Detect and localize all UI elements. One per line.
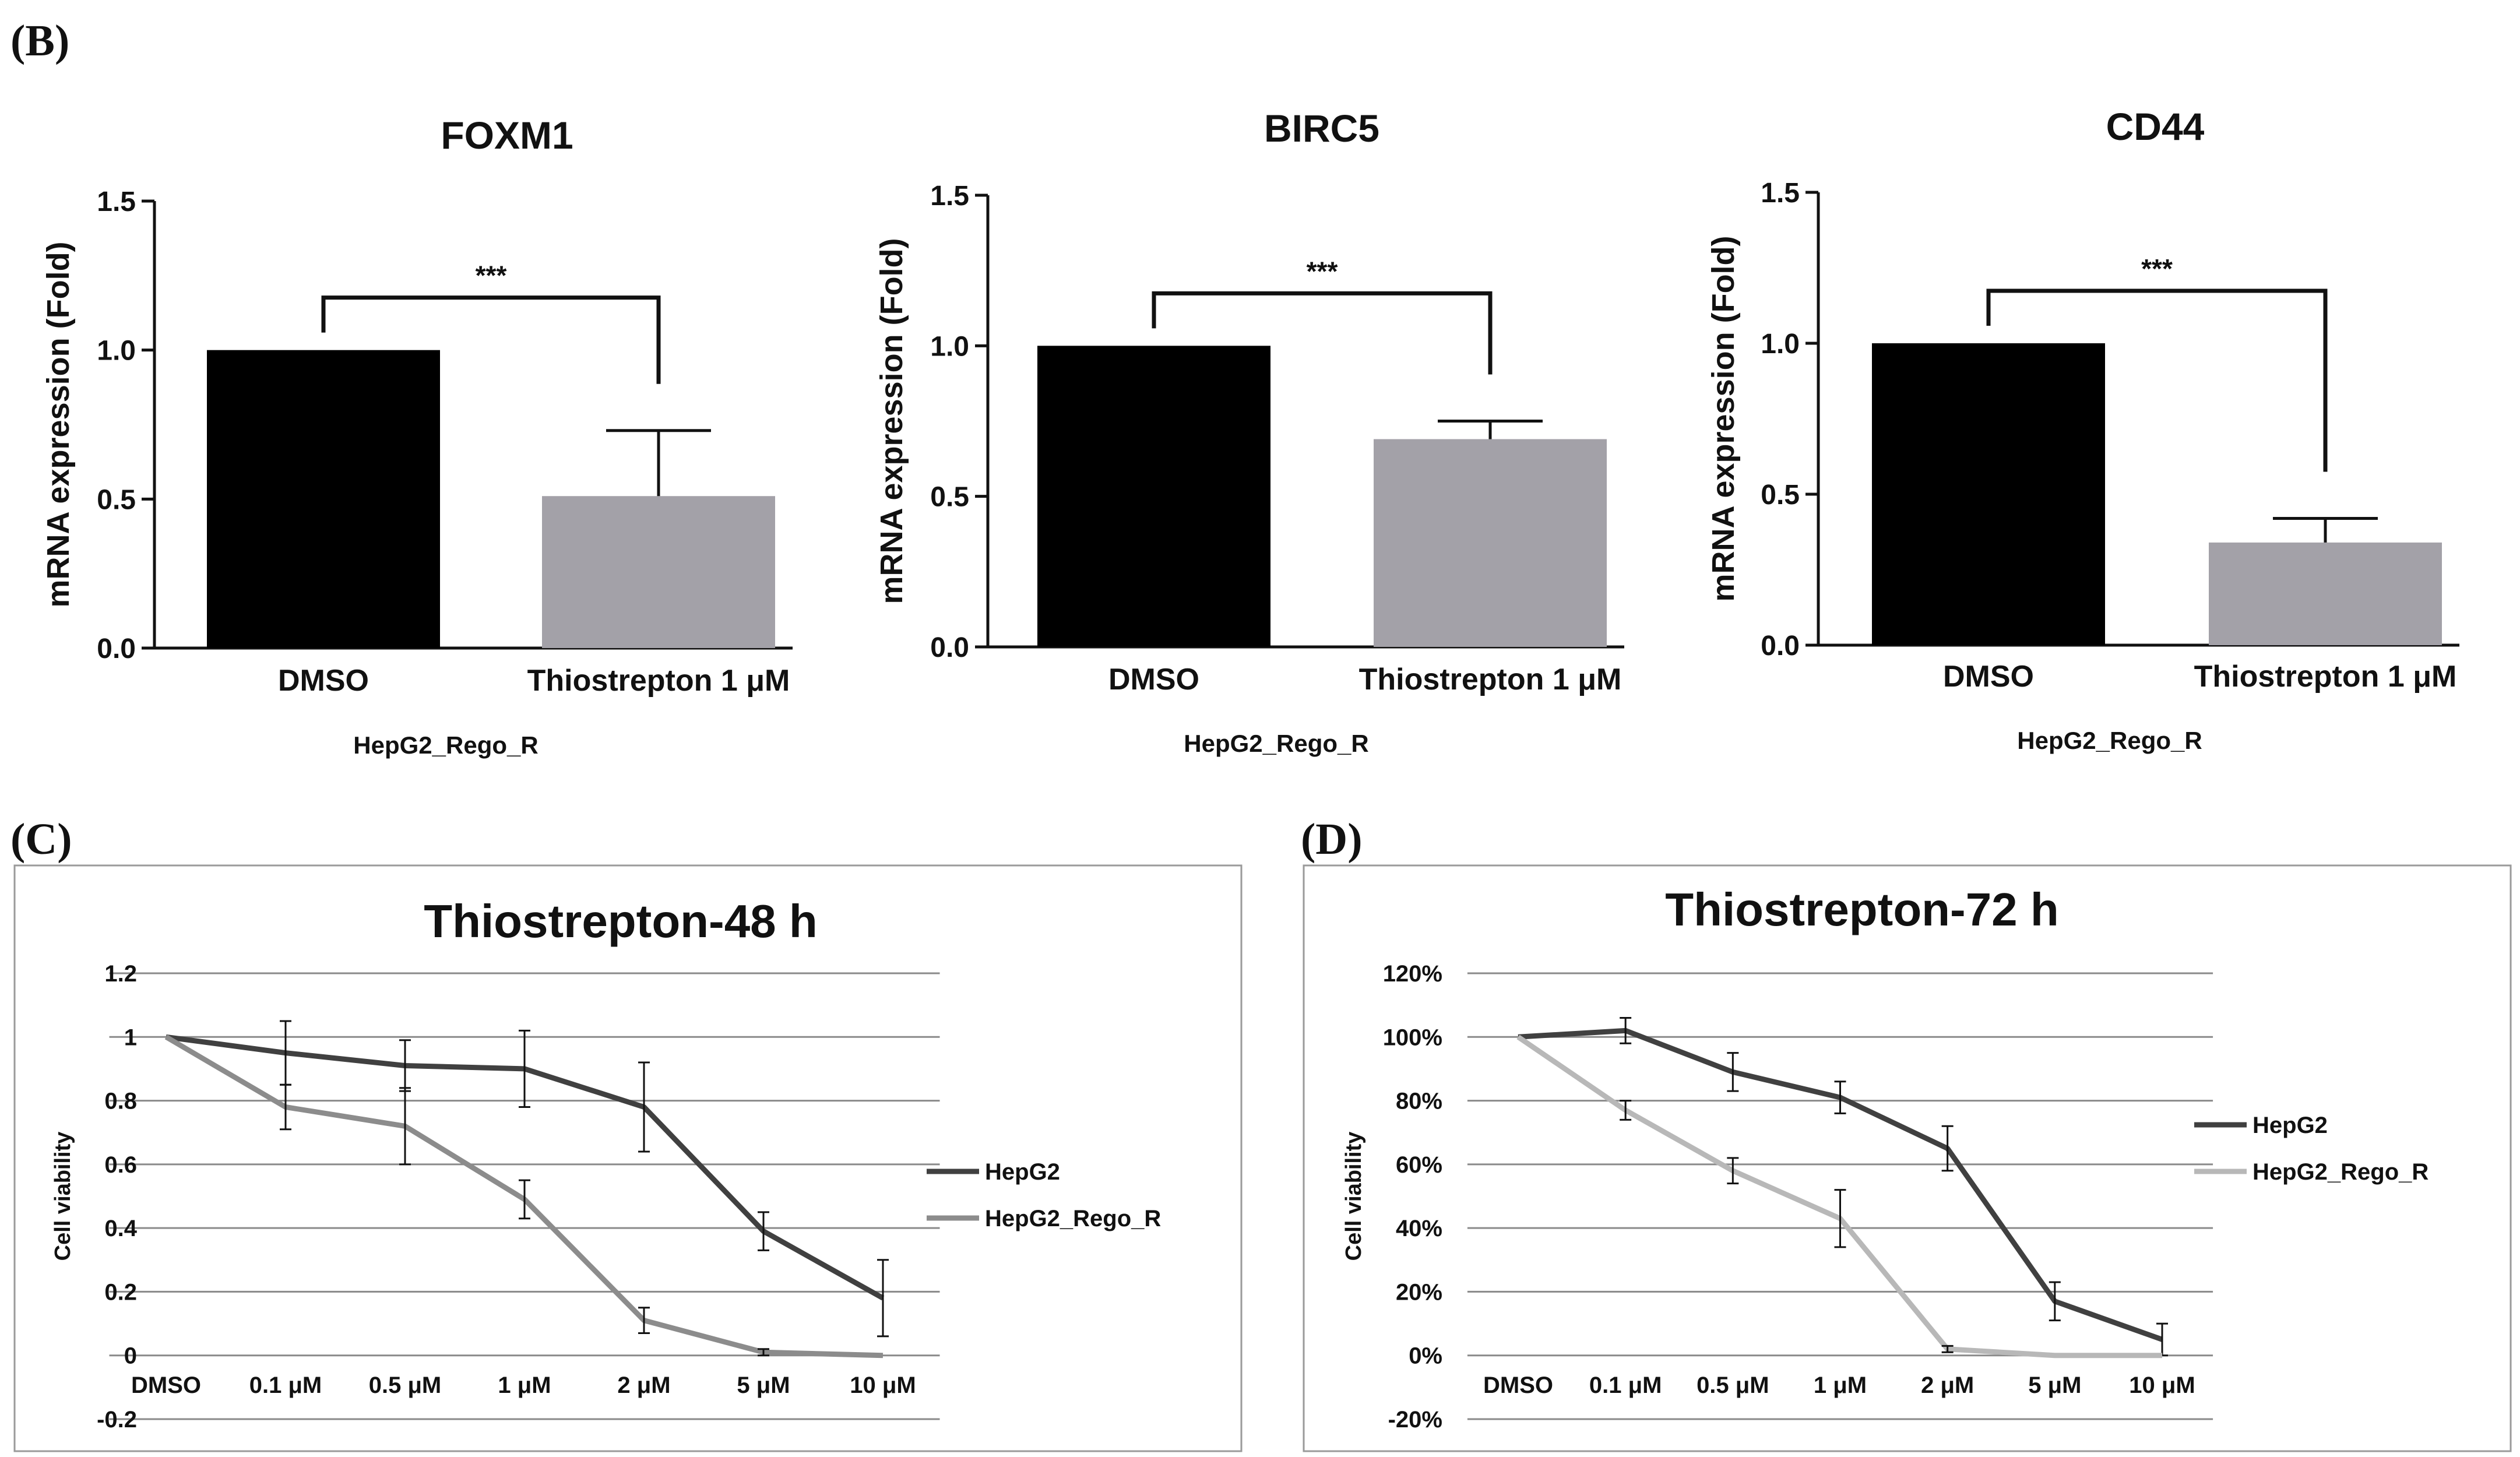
y-tick-label: 0.0 xyxy=(97,634,136,664)
chart-title: BIRC5 xyxy=(1264,107,1379,150)
x-category-label: DMSO xyxy=(131,1372,201,1398)
bar-dmso xyxy=(1872,343,2105,645)
x-category-label: 5 μM xyxy=(737,1372,790,1398)
y-tick-label: 0 xyxy=(124,1343,137,1369)
panel-label-d: (D) xyxy=(1301,815,1363,864)
y-tick-label: 0.4 xyxy=(104,1216,137,1241)
y-tick-label: 1.0 xyxy=(1761,329,1800,360)
cd44-bar-chart: CD44 mRNA expression (Fold) 0.0 0.5 1.0 1.5 DM… xyxy=(1706,105,2459,754)
x-category-label: 0.1 μM xyxy=(1589,1372,1662,1398)
y-tick-label: 0.6 xyxy=(104,1152,137,1178)
y-tick-label: 1.5 xyxy=(97,186,136,217)
chart-title: FOXM1 xyxy=(441,114,573,157)
x-category-label: 10 μM xyxy=(2129,1372,2195,1398)
y-tick-label: 0.0 xyxy=(1761,631,1800,661)
chart-title: CD44 xyxy=(2106,105,2205,148)
y-tick-label: 1.0 xyxy=(930,331,969,362)
y-tick-label: 120% xyxy=(1383,961,1442,987)
y-axis-label: mRNA expression (Fold) xyxy=(874,238,909,604)
y-tick-label: 0.5 xyxy=(1761,480,1800,511)
x-category-label: 0.5 μM xyxy=(369,1372,442,1398)
panel-label-b: (B) xyxy=(10,16,69,65)
y-tick-label: 1.2 xyxy=(104,961,137,987)
thiostrepton-72h-line-chart: Thiostrepton-72 h Cell viability -20% 0% 20%… xyxy=(1303,864,2512,1452)
significance-stars: *** xyxy=(1307,256,1338,286)
y-axis-label: Cell viability xyxy=(51,1132,75,1261)
chart-title: Thiostrepton-48 h xyxy=(424,895,818,947)
x-category-label: Thiostrepton 1 μM xyxy=(1359,663,1622,696)
y-tick-label: 0.5 xyxy=(97,484,136,515)
significance-bracket xyxy=(1986,288,2328,472)
significance-stars: *** xyxy=(2141,254,2173,284)
y-axis-label: Cell viability xyxy=(1342,1132,1366,1261)
x-group-label: HepG2_Rego_R xyxy=(1184,730,1368,757)
foxm1-bar-chart: FOXM1 mRNA expression (Fold) 0.0 0.5 1.0 1.5 D… xyxy=(41,114,793,759)
x-category-label: 0.1 μM xyxy=(249,1372,322,1398)
significance-stars: *** xyxy=(476,261,507,291)
y-tick-label: -20% xyxy=(1388,1407,1442,1433)
x-category-label: 2 μM xyxy=(1921,1372,1974,1398)
x-category-label: DMSO xyxy=(1108,663,1199,696)
legend-label: HepG2_Rego_R xyxy=(2252,1159,2429,1185)
x-category-label: 2 μM xyxy=(617,1372,670,1398)
x-category-label: 1 μM xyxy=(1814,1372,1867,1398)
y-tick-label: 80% xyxy=(1396,1089,1442,1114)
x-category-label: DMSO xyxy=(1483,1372,1553,1398)
x-category-label: Thiostrepton 1 μM xyxy=(527,664,790,698)
chart-title: Thiostrepton-72 h xyxy=(1665,884,2059,935)
bar-thiostrepton xyxy=(1374,439,1607,647)
birc5-bar-chart: BIRC5 mRNA expression (Fold) 0.0 0.5 1.0 1.5 D… xyxy=(874,107,1624,757)
y-tick-label: -0.2 xyxy=(97,1407,137,1433)
legend-label: HepG2_Rego_R xyxy=(985,1206,1161,1231)
x-category-label: 1 μM xyxy=(498,1372,551,1398)
x-category-label: DMSO xyxy=(278,664,369,698)
legend-label: HepG2 xyxy=(2252,1113,2328,1138)
y-tick-label: 100% xyxy=(1383,1025,1442,1050)
x-group-label: HepG2_Rego_R xyxy=(2017,727,2202,754)
series-line-hepg2 xyxy=(1518,1027,2163,1342)
panel-label-c: (C) xyxy=(10,815,72,864)
significance-bracket xyxy=(321,295,661,384)
x-group-label: HepG2_Rego_R xyxy=(353,731,538,759)
y-tick-label: 1.5 xyxy=(930,181,969,212)
legend-label: HepG2 xyxy=(985,1159,1060,1185)
x-category-label: 5 μM xyxy=(2028,1372,2081,1398)
y-tick-label: 0.2 xyxy=(104,1279,137,1305)
x-category-label: DMSO xyxy=(1943,660,2034,694)
x-category-label: 0.5 μM xyxy=(1697,1372,1769,1398)
x-category-label: 10 μM xyxy=(850,1372,916,1398)
y-tick-label: 1.5 xyxy=(1761,178,1800,209)
y-tick-label: 0.0 xyxy=(930,632,969,663)
y-tick-label: 1 xyxy=(124,1025,137,1050)
y-tick-label: 40% xyxy=(1396,1216,1442,1241)
bar-thiostrepton xyxy=(2209,542,2442,645)
y-tick-label: 0% xyxy=(1409,1343,1442,1369)
thiostrepton-48h-line-chart: Thiostrepton-48 h Cell viability -0.2 0 0.2 0… xyxy=(13,864,1243,1452)
bar-dmso xyxy=(207,350,440,648)
y-tick-label: 0.8 xyxy=(104,1089,137,1114)
bar-thiostrepton xyxy=(542,496,775,648)
x-category-label: Thiostrepton 1 μM xyxy=(2194,660,2457,694)
bar-dmso xyxy=(1037,346,1270,647)
y-tick-label: 20% xyxy=(1396,1279,1442,1305)
y-tick-label: 0.5 xyxy=(930,482,969,513)
y-axis-label: mRNA expression (Fold) xyxy=(41,241,76,607)
chart-frame xyxy=(1303,864,2512,1452)
y-tick-label: 1.0 xyxy=(97,336,136,367)
significance-bracket xyxy=(1152,291,1493,375)
y-tick-label: 60% xyxy=(1396,1152,1442,1178)
y-axis-label: mRNA expression (Fold) xyxy=(1706,235,1741,601)
chart-frame xyxy=(13,864,1243,1452)
